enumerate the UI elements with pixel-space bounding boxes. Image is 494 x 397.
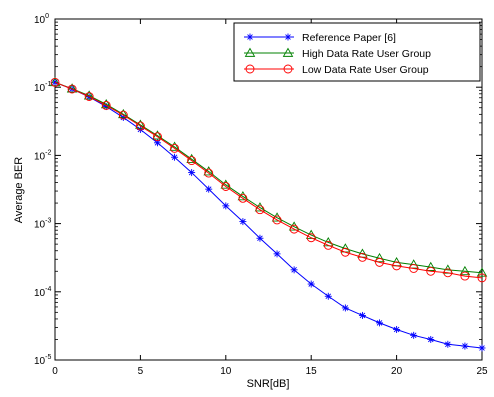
- legend-label-reference: Reference Paper [6]: [302, 32, 396, 44]
- y-tick-label: 10-1: [34, 81, 51, 94]
- series-line-0: [54, 81, 483, 349]
- data-point-0: [273, 250, 281, 258]
- data-point-2: [153, 132, 162, 142]
- data-point-2: [443, 268, 453, 278]
- data-point-0: [188, 169, 196, 177]
- data-point-2: [170, 143, 180, 153]
- data-point-2: [221, 182, 231, 191]
- series-group: [49, 76, 488, 352]
- data-point-1: [254, 202, 266, 212]
- data-point-2: [477, 273, 487, 283]
- data-point-0: [171, 153, 179, 161]
- series-line-2: [54, 81, 483, 279]
- data-point-0: [376, 319, 384, 327]
- x-tick-label: 0: [52, 366, 58, 377]
- data-point-0: [393, 326, 401, 334]
- legend-marker-2: [245, 64, 255, 74]
- data-point-1: [425, 261, 437, 271]
- data-point-2: [340, 247, 350, 257]
- x-axis-title: SNR[dB]: [247, 378, 290, 390]
- data-point-0: [205, 185, 213, 193]
- data-point-2: [460, 271, 470, 281]
- y-tick-labels: 100 10-1 10-2 10-3 10-4 10-5: [34, 13, 51, 367]
- legend-marker-0: [284, 33, 292, 41]
- data-point-0: [256, 234, 264, 242]
- legend-marker-1: [244, 47, 256, 57]
- y-tick-label: 10-4: [34, 286, 51, 299]
- data-point-2: [375, 257, 384, 267]
- x-tick-label: 10: [220, 366, 232, 377]
- data-point-0: [410, 331, 418, 339]
- data-point-0: [341, 304, 349, 312]
- x-tick-label: 15: [306, 366, 318, 377]
- x-tick-label: 5: [138, 366, 144, 377]
- legend-label-high-rate: High Data Rate User Group: [302, 48, 431, 60]
- y-tick-label: 100: [34, 13, 49, 26]
- data-point-2: [50, 77, 60, 87]
- x-tick-labels: 0 5 10 15 20 25: [52, 366, 488, 377]
- data-point-0: [478, 344, 486, 352]
- data-point-0: [239, 218, 247, 226]
- legend-box: [233, 22, 481, 82]
- legend-marker-1: [282, 47, 294, 57]
- legend-samples: [244, 33, 294, 74]
- data-point-2: [101, 101, 111, 110]
- data-point-2: [135, 121, 145, 131]
- data-point-1: [459, 265, 471, 276]
- data-point-0: [307, 280, 315, 288]
- data-point-0: [153, 139, 161, 147]
- data-point-2: [272, 215, 282, 225]
- data-point-0: [461, 342, 469, 350]
- data-point-2: [84, 92, 94, 101]
- data-point-0: [290, 266, 298, 274]
- legend-marker-0: [246, 33, 254, 41]
- data-point-2: [187, 156, 197, 166]
- x-tick-label: 25: [476, 366, 488, 377]
- data-point-0: [222, 202, 230, 210]
- y-tick-label: 10-3: [34, 218, 51, 231]
- data-point-0: [358, 311, 366, 319]
- data-point-2: [67, 84, 77, 94]
- data-point-1: [476, 267, 488, 277]
- data-point-2: [289, 224, 299, 234]
- data-point-1: [237, 191, 249, 201]
- data-point-2: [118, 110, 128, 120]
- x-tick-label: 20: [391, 366, 403, 377]
- data-point-2: [255, 205, 265, 215]
- data-point-0: [324, 292, 332, 300]
- data-point-2: [238, 193, 248, 203]
- data-point-0: [427, 335, 435, 343]
- data-point-2: [409, 263, 419, 273]
- legend: Reference Paper [6] High Data Rate User …: [233, 22, 481, 82]
- y-tick-label: 10-2: [34, 149, 51, 162]
- data-point-1: [271, 212, 283, 222]
- data-point-1: [374, 252, 385, 263]
- y-axis-title: Average BER: [13, 157, 25, 224]
- legend-label-low-rate: Low Data Rate User Group: [302, 64, 429, 76]
- data-point-1: [288, 221, 300, 231]
- legend-marker-2: [283, 64, 293, 74]
- data-point-2: [306, 233, 316, 243]
- data-point-1: [49, 76, 61, 87]
- data-point-0: [444, 340, 452, 348]
- data-point-2: [323, 240, 333, 250]
- y-tick-label: 10-5: [34, 354, 51, 367]
- data-point-2: [357, 252, 367, 262]
- data-point-2: [392, 261, 402, 271]
- data-point-2: [204, 168, 214, 178]
- data-point-2: [426, 266, 436, 276]
